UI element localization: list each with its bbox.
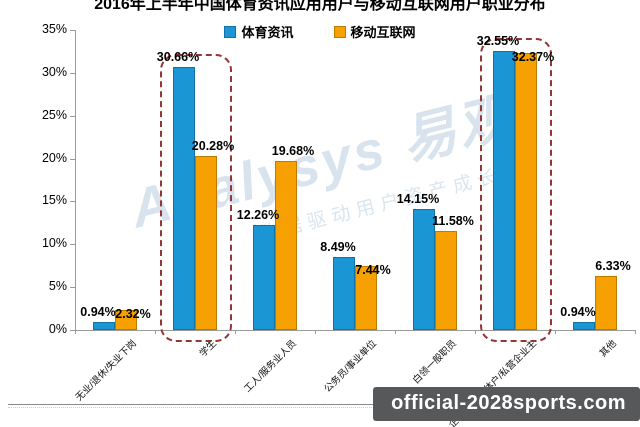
y-axis-tick	[70, 30, 75, 31]
bar-mobile	[115, 310, 137, 330]
footer-separator-line	[8, 404, 632, 408]
value-label: 12.26%	[236, 207, 280, 222]
y-axis-label: 5%	[48, 279, 67, 294]
y-axis-tick	[70, 201, 75, 203]
x-axis-tick	[555, 330, 556, 334]
value-label: 14.15%	[396, 191, 440, 206]
y-axis-tick	[70, 287, 75, 289]
value-label: 30.66%	[156, 50, 200, 65]
legend-label-mobile: 移动互联网	[350, 25, 416, 40]
y-axis-label: 10%	[41, 236, 67, 251]
legend-label-sports: 体育资讯	[241, 25, 294, 40]
value-label: 0.94%	[560, 304, 596, 319]
y-axis-label: 35%	[41, 22, 67, 36]
value-label: 8.49%	[320, 240, 356, 255]
y-axis-tick	[70, 158, 75, 160]
bar-mobile	[275, 161, 297, 330]
x-axis-tick	[395, 330, 396, 334]
chart-title: 2016年上半年中国体育资讯应用用户与移动互联网用户职业分布	[94, 0, 546, 13]
value-label: 6.33%	[595, 258, 631, 273]
y-axis-label: 25%	[41, 107, 67, 122]
y-axis-label: 30%	[41, 64, 67, 79]
x-axis-label: 其他	[597, 338, 619, 360]
value-label: 32.55%	[476, 34, 520, 48]
bar-mobile	[355, 266, 377, 330]
y-axis-line	[75, 30, 76, 330]
y-axis-label: 20%	[41, 150, 67, 165]
bar-mobile	[515, 52, 537, 330]
x-axis-line	[75, 330, 635, 331]
y-axis-label: 15%	[41, 193, 67, 208]
y-axis-label: 0%	[48, 322, 67, 336]
bar-sports	[333, 257, 355, 330]
bar-mobile	[595, 275, 617, 330]
value-label: 11.58%	[432, 213, 474, 228]
x-axis-tick	[315, 330, 316, 334]
x-axis-label: 工人/服务业人员	[242, 338, 299, 395]
x-axis-tick	[155, 330, 156, 334]
legend-item-mobile: 移动互联网	[333, 22, 416, 41]
highlight-ellipse	[160, 54, 232, 342]
bar-sports	[573, 321, 595, 330]
bar-sports	[173, 67, 195, 330]
legend: 体育资讯 移动互联网	[0, 22, 640, 41]
value-label: 32.37%	[511, 49, 555, 64]
legend-swatch-orange	[333, 25, 346, 38]
value-label: 20.28%	[191, 139, 235, 154]
legend-swatch-blue	[224, 25, 237, 38]
x-axis-tick	[475, 330, 476, 334]
x-axis-tick	[635, 330, 636, 334]
x-axis-label: 白领一般职员	[410, 338, 459, 387]
bar-sports	[493, 51, 515, 330]
bar-sports	[93, 321, 115, 330]
bar-sports	[253, 224, 275, 330]
highlight-ellipse	[480, 38, 552, 342]
y-axis-tick	[70, 115, 75, 117]
value-label: 19.68%	[271, 144, 315, 159]
bar-mobile	[195, 156, 217, 330]
bar-mobile	[435, 230, 457, 330]
site-watermark-badge: official-2028sports.com	[373, 387, 640, 421]
x-axis-tick	[75, 330, 76, 334]
y-axis-tick	[70, 330, 75, 331]
bar-sports	[413, 208, 435, 330]
x-axis-label: 公务员/事业单位	[322, 338, 379, 395]
y-axis-tick	[70, 244, 75, 246]
legend-item-sports: 体育资讯	[224, 22, 294, 41]
value-label: 2.32%	[115, 307, 151, 322]
x-axis-tick	[235, 330, 236, 334]
y-axis-tick	[70, 72, 75, 74]
value-label: 7.44%	[355, 263, 391, 278]
value-label: 0.94%	[80, 304, 116, 319]
x-axis-label: 无业/退休/失业下岗	[73, 338, 139, 404]
